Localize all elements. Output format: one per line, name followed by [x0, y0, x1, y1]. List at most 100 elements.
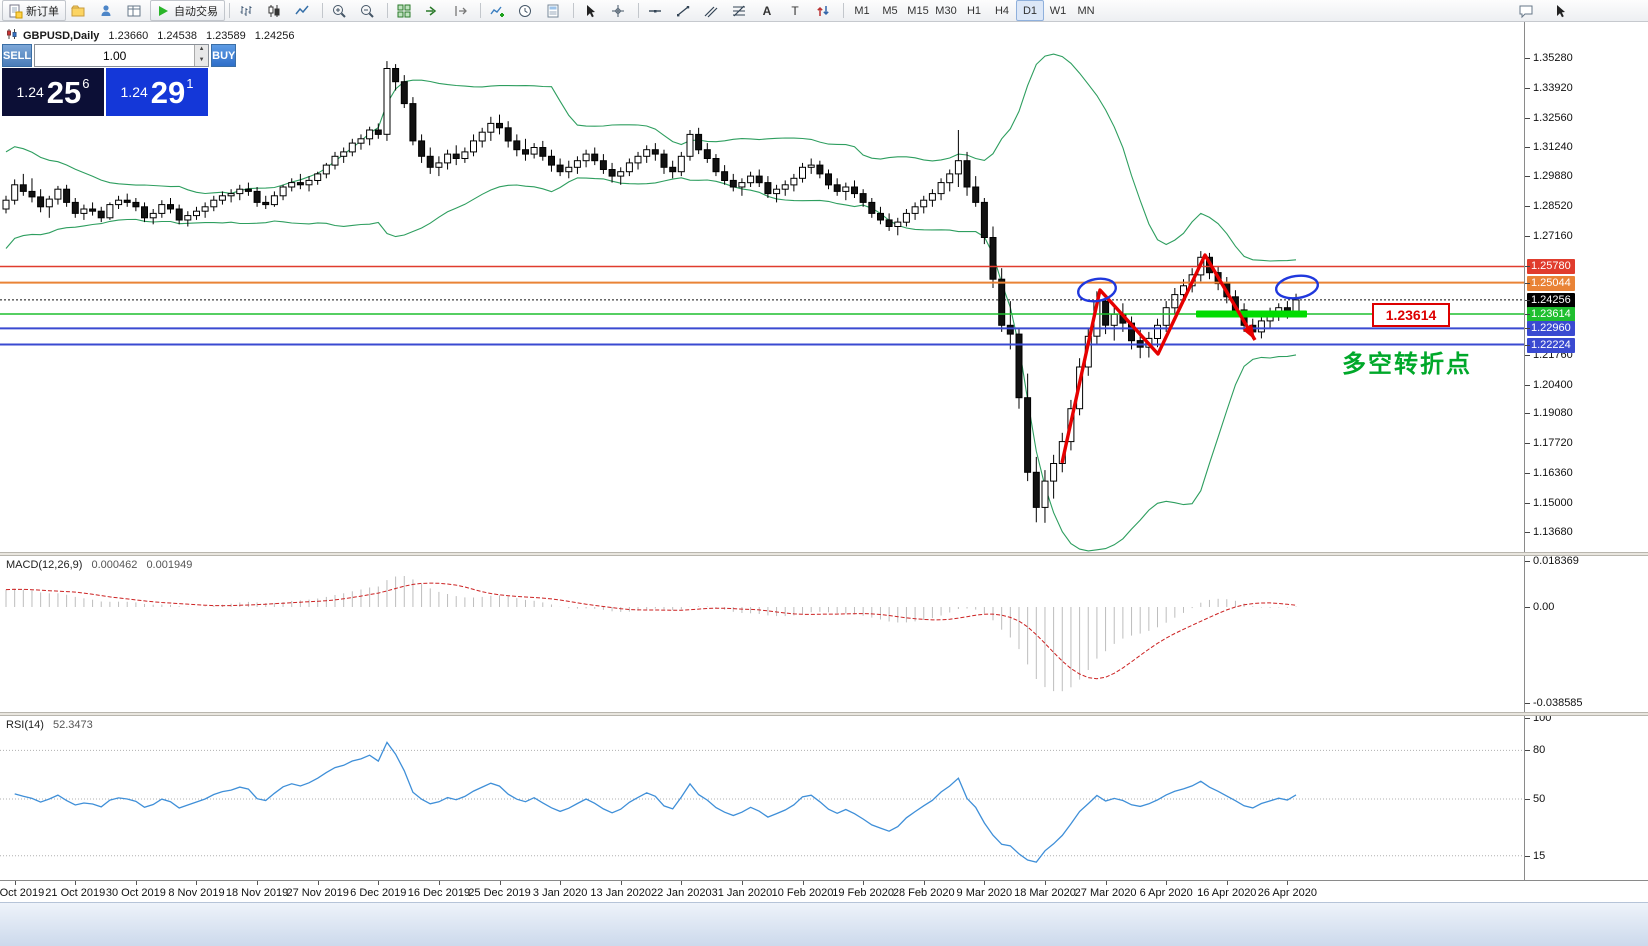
time-tick [378, 881, 380, 885]
text-button[interactable]: A [755, 0, 783, 21]
labelT-icon: T [787, 3, 803, 19]
buy-button[interactable]: BUY [211, 44, 237, 67]
tf-mn-button[interactable]: MN [1072, 0, 1100, 21]
volume-down-icon[interactable]: ▼ [195, 55, 209, 66]
zoom-out-button[interactable] [355, 0, 383, 21]
time-tick [14, 881, 16, 885]
tf-h1-button[interactable]: H1 [960, 0, 988, 21]
arrows-button[interactable] [811, 0, 839, 21]
tf-m30-button[interactable]: M30 [932, 0, 960, 21]
time-tick-label: 10 Feb 2020 [771, 887, 834, 899]
price-level-label: 1.23614 [1527, 307, 1575, 322]
autotrading-button[interactable]: 自动交易 [150, 0, 225, 21]
person-icon [98, 3, 114, 19]
tf-w1-button-label: W1 [1049, 4, 1067, 17]
clock-icon [517, 3, 533, 19]
zigzag-trend-arrow[interactable] [1060, 253, 1257, 464]
panel-splitter[interactable] [0, 712, 1648, 716]
time-tick [499, 881, 501, 885]
highlight-ellipse-2[interactable] [1274, 273, 1320, 301]
periods-button[interactable] [513, 0, 541, 21]
time-tick-label: 19 Feb 2020 [832, 887, 895, 899]
indicators-button[interactable] [485, 0, 513, 21]
time-tick-label: 27 Mar 2020 [1074, 887, 1137, 899]
axis-tick [1525, 236, 1530, 238]
ohlc-low: 1.23589 [205, 29, 246, 42]
sell-price-display[interactable]: 1.24 25 6 [2, 68, 104, 116]
volume-stepper[interactable]: ▲ ▼ [194, 45, 209, 66]
indplus-icon [489, 3, 505, 19]
time-tick-label: 11 Oct 2019 [0, 887, 45, 899]
equidistant-channel-button[interactable] [699, 0, 727, 21]
candlestick-mode-button[interactable] [262, 0, 290, 21]
one-click-trading-panel: SELL ▲ ▼ BUY 1.24 25 6 1.24 29 1 [2, 44, 237, 116]
axis-tick [1525, 206, 1530, 208]
news-button[interactable] [1514, 0, 1542, 21]
support-zone-bar[interactable] [1196, 310, 1307, 318]
panel-splitter[interactable] [0, 552, 1648, 556]
crosshair-button[interactable] [606, 0, 634, 21]
price-flag-annotation[interactable]: 1.23614 [1372, 303, 1450, 327]
time-tick-label: 25 Dec 2019 [468, 887, 531, 899]
time-tick-label: 26 Apr 2020 [1257, 887, 1318, 899]
main-chart-canvas[interactable] [0, 22, 1524, 552]
macd-signal-value: 0.001949 [146, 559, 193, 571]
turning-point-text[interactable]: 多空转折点 [1342, 351, 1472, 378]
axis-tick-label: 1.28520 [1533, 200, 1573, 213]
autotrading-button-label: 自动交易 [174, 5, 218, 18]
tf-h4-button-label: H4 [994, 4, 1010, 17]
auto-scroll-button[interactable] [420, 0, 448, 21]
axis-tick-label: 1.27160 [1533, 230, 1573, 243]
tf-d1-button[interactable]: D1 [1016, 0, 1044, 21]
toolbar-separator [387, 3, 388, 18]
profiles-button[interactable] [66, 0, 94, 21]
price-level-label: 1.22960 [1527, 321, 1575, 337]
macd-panel-canvas[interactable] [0, 556, 1524, 712]
rsi-panel-canvas[interactable] [0, 716, 1524, 880]
tile-windows-button[interactable] [392, 0, 420, 21]
axis-tick-label: 50 [1533, 793, 1546, 805]
tf-w1-button[interactable]: W1 [1044, 0, 1072, 21]
tf-m1-button[interactable]: M1 [848, 0, 876, 21]
zoom-in-button[interactable] [327, 0, 355, 21]
quick-pointer-button[interactable] [1548, 0, 1576, 21]
highlight-ellipse-1[interactable] [1076, 276, 1118, 304]
horizontal-line-button[interactable] [643, 0, 671, 21]
buy-price-display[interactable]: 1.24 29 1 [106, 68, 208, 116]
time-tick-label: 22 Jan 2020 [651, 887, 712, 899]
templates-button[interactable] [541, 0, 569, 21]
drawing-objects[interactable] [1060, 253, 1307, 464]
volume-box: ▲ ▼ [34, 44, 210, 67]
price-scale[interactable]: 1.35280 1.33920 1.32560 1.31240 1.29880 1.285… [1524, 22, 1648, 880]
axis-tick-label: 1.32560 [1533, 111, 1573, 124]
chart-shift-button[interactable] [448, 0, 476, 21]
axis-tick-label: 1.19080 [1533, 407, 1573, 420]
cursor-button[interactable] [578, 0, 606, 21]
macd-signal-line [5, 582, 1297, 680]
tf-h4-button[interactable]: H4 [988, 0, 1016, 21]
buy-price-prefix: 1.24 [120, 84, 148, 100]
bubble-icon [1518, 3, 1534, 19]
market-watch-button[interactable] [122, 0, 150, 21]
tf-m5-button[interactable]: M5 [876, 0, 904, 21]
tf-m15-button[interactable]: M15 [904, 0, 932, 21]
volume-input[interactable] [35, 45, 195, 66]
axis-tick [1525, 855, 1530, 857]
bar-chart-mode-button[interactable] [234, 0, 262, 21]
time-tick-label: 9 Mar 2020 [956, 887, 1013, 899]
data-window-button[interactable] [94, 0, 122, 21]
axis-tick-label: 1.17720 [1533, 437, 1573, 450]
new-order-button[interactable]: 新订单 [2, 0, 66, 21]
time-tick [923, 881, 925, 885]
line-chart-mode-button[interactable] [290, 0, 318, 21]
trendline-button[interactable] [671, 0, 699, 21]
volume-up-icon[interactable]: ▲ [195, 45, 209, 56]
label-button[interactable]: T [783, 0, 811, 21]
toolbar-separator [322, 3, 323, 18]
sell-button[interactable]: SELL [2, 44, 33, 67]
macd-main-value: 0.000462 [91, 559, 138, 571]
time-tick [1287, 881, 1289, 885]
time-tick [75, 881, 77, 885]
fibonacci-button[interactable] [727, 0, 755, 21]
